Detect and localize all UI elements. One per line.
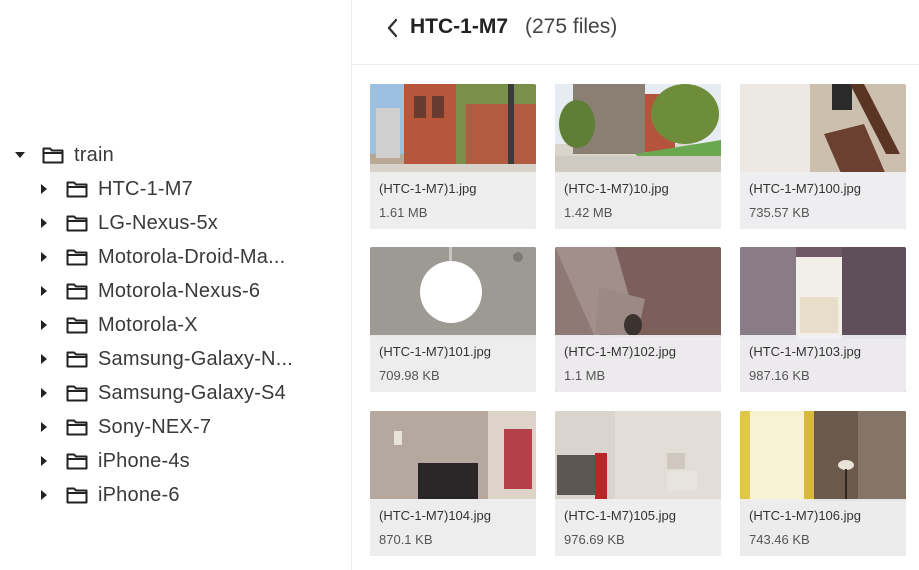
caret-right-icon[interactable]	[38, 421, 50, 433]
file-size: 976.69 KB	[564, 532, 625, 547]
tree-item-samsung-galaxy-note[interactable]: Samsung-Galaxy-N...	[38, 344, 293, 374]
file-size: 1.61 MB	[379, 205, 428, 220]
tree-item-lg-nexus-5x[interactable]: LG-Nexus-5x	[38, 208, 218, 238]
file-card[interactable]: (HTC-1-M7)105.jpg 976.69 KB	[555, 411, 721, 556]
file-name: (HTC-1-M7)103.jpg	[749, 344, 861, 359]
file-size: 743.46 KB	[749, 532, 810, 547]
file-size: 1.42 MB	[564, 205, 613, 220]
tree-item-label: iPhone-4s	[98, 449, 190, 472]
back-button[interactable]	[380, 16, 404, 40]
file-info: (HTC-1-M7)10.jpg 1.42 MB	[555, 172, 721, 229]
file-count: (275 files)	[525, 15, 618, 38]
folder-title: HTC-1-M7	[410, 15, 508, 38]
file-info: (HTC-1-M7)106.jpg 743.46 KB	[740, 499, 906, 556]
panel-divider	[351, 0, 352, 570]
folder-icon	[42, 146, 64, 164]
folder-icon	[66, 486, 88, 504]
file-card[interactable]: (HTC-1-M7)100.jpg 735.57 KB	[740, 84, 906, 229]
caret-right-icon[interactable]	[38, 285, 50, 297]
file-card[interactable]: (HTC-1-M7)102.jpg 1.1 MB	[555, 247, 721, 392]
tree-item-motorola-x[interactable]: Motorola-X	[38, 310, 198, 340]
file-info: (HTC-1-M7)102.jpg 1.1 MB	[555, 335, 721, 392]
file-name: (HTC-1-M7)101.jpg	[379, 344, 491, 359]
folder-icon	[66, 214, 88, 232]
tree-item-sony-nex-7[interactable]: Sony-NEX-7	[38, 412, 211, 442]
folder-icon	[66, 452, 88, 470]
caret-right-icon[interactable]	[38, 455, 50, 467]
file-info: (HTC-1-M7)1.jpg 1.61 MB	[370, 172, 536, 229]
folder-icon	[66, 418, 88, 436]
file-card[interactable]: (HTC-1-M7)106.jpg 743.46 KB	[740, 411, 906, 556]
tree-item-label: Samsung-Galaxy-S4	[98, 381, 286, 404]
file-name: (HTC-1-M7)1.jpg	[379, 181, 477, 196]
tree-item-label: Samsung-Galaxy-N...	[98, 347, 293, 370]
file-info: (HTC-1-M7)105.jpg 976.69 KB	[555, 499, 721, 556]
tree-item-train[interactable]: train	[14, 140, 114, 170]
caret-right-icon[interactable]	[38, 353, 50, 365]
file-name: (HTC-1-M7)102.jpg	[564, 344, 676, 359]
chevron-left-icon	[387, 18, 398, 38]
file-name: (HTC-1-M7)105.jpg	[564, 508, 676, 523]
folder-tree: train HTC-1-M7 LG-Nexus-5x Motorola-Droi…	[0, 0, 351, 570]
caret-right-icon[interactable]	[38, 217, 50, 229]
file-card[interactable]: (HTC-1-M7)10.jpg 1.42 MB	[555, 84, 721, 229]
tree-item-iphone-4s[interactable]: iPhone-4s	[38, 446, 190, 476]
caret-right-icon[interactable]	[38, 319, 50, 331]
folder-icon	[66, 282, 88, 300]
file-card[interactable]: (HTC-1-M7)103.jpg 987.16 KB	[740, 247, 906, 392]
folder-icon	[66, 180, 88, 198]
folder-icon	[66, 316, 88, 334]
tree-item-label: iPhone-6	[98, 483, 180, 506]
file-size: 735.57 KB	[749, 205, 810, 220]
tree-item-motorola-nexus-6[interactable]: Motorola-Nexus-6	[38, 276, 260, 306]
caret-right-icon[interactable]	[38, 251, 50, 263]
folder-icon	[66, 248, 88, 266]
folder-icon	[66, 384, 88, 402]
tree-item-label: Motorola-Droid-Ma...	[98, 245, 286, 268]
tree-item-label: train	[74, 143, 114, 166]
file-size: 709.98 KB	[379, 368, 440, 383]
caret-right-icon[interactable]	[38, 183, 50, 195]
file-info: (HTC-1-M7)104.jpg 870.1 KB	[370, 499, 536, 556]
tree-item-motorola-droid-maxx[interactable]: Motorola-Droid-Ma...	[38, 242, 285, 272]
tree-item-label: Motorola-Nexus-6	[98, 279, 261, 302]
caret-right-icon[interactable]	[38, 489, 50, 501]
tree-item-label: Sony-NEX-7	[98, 415, 212, 438]
file-size: 987.16 KB	[749, 368, 810, 383]
caret-right-icon[interactable]	[38, 387, 50, 399]
file-card[interactable]: (HTC-1-M7)101.jpg 709.98 KB	[370, 247, 536, 392]
folder-icon	[66, 350, 88, 368]
caret-down-icon[interactable]	[14, 149, 26, 161]
file-name: (HTC-1-M7)104.jpg	[379, 508, 491, 523]
file-name: (HTC-1-M7)100.jpg	[749, 181, 861, 196]
file-info: (HTC-1-M7)103.jpg 987.16 KB	[740, 335, 906, 392]
file-card[interactable]: (HTC-1-M7)1.jpg 1.61 MB	[370, 84, 536, 229]
file-size: 1.1 MB	[564, 368, 606, 383]
file-name: (HTC-1-M7)106.jpg	[749, 508, 861, 523]
tree-item-iphone-6[interactable]: iPhone-6	[38, 480, 180, 510]
tree-item-label: HTC-1-M7	[98, 177, 193, 200]
file-info: (HTC-1-M7)101.jpg 709.98 KB	[370, 335, 536, 392]
tree-item-htc-1-m7[interactable]: HTC-1-M7	[38, 174, 193, 204]
file-card[interactable]: (HTC-1-M7)104.jpg 870.1 KB	[370, 411, 536, 556]
file-info: (HTC-1-M7)100.jpg 735.57 KB	[740, 172, 906, 229]
file-size: 870.1 KB	[379, 532, 433, 547]
folder-header: HTC-1-M7 (275 files)	[352, 0, 919, 65]
tree-item-label: Motorola-X	[98, 313, 198, 336]
tree-item-label: LG-Nexus-5x	[98, 211, 219, 234]
file-name: (HTC-1-M7)10.jpg	[564, 181, 669, 196]
tree-item-samsung-galaxy-s4[interactable]: Samsung-Galaxy-S4	[38, 378, 286, 408]
